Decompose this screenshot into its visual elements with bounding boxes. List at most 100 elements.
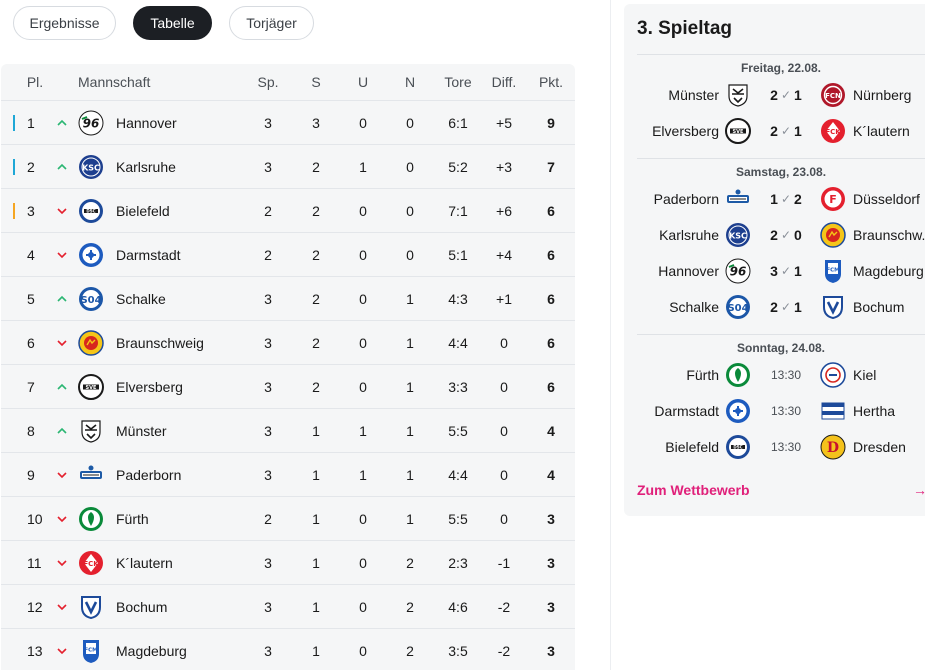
team-name[interactable]: K´lautern <box>116 554 173 571</box>
rank-cell: 6 <box>27 334 35 351</box>
svg-text:96: 96 <box>83 116 100 130</box>
team-name[interactable]: Braunschweig <box>116 334 204 351</box>
trend-down-icon <box>55 336 69 350</box>
played-cell: 2 <box>264 246 272 263</box>
match-row[interactable]: Karlsruhe KSC 2 ✓ 0 Braunschw. <box>624 217 925 253</box>
header-tore: Tore <box>444 74 472 90</box>
matchday-date: Samstag, 23.08. <box>637 158 925 179</box>
team-name[interactable]: Magdeburg <box>116 642 187 659</box>
bielefeld-crest-icon: DSC <box>78 198 104 224</box>
team-cell[interactable]: Fürth <box>78 497 248 540</box>
table-row[interactable]: 13 FCM Magdeburg 3 1 0 2 3:5 -2 3 <box>1 628 575 670</box>
table-row[interactable]: 10 Fürth 2 1 0 1 5:5 0 3 <box>1 496 575 540</box>
team-cell[interactable]: KSC Karlsruhe <box>78 145 248 188</box>
standings-table: Pl. Mannschaft Sp. S U N Tore Diff. Pkt.… <box>1 64 575 670</box>
team-cell[interactable]: 96 Hannover <box>78 101 248 144</box>
team-cell[interactable]: S04 Schalke <box>78 277 248 320</box>
team-name[interactable]: Elversberg <box>116 378 183 395</box>
match-row[interactable]: Fürth 13:30 Kiel <box>624 357 925 393</box>
table-row[interactable]: 4 Darmstadt 2 2 0 0 5:1 +4 6 <box>1 232 575 276</box>
diff-cell: 0 <box>500 510 508 527</box>
team-cell[interactable]: Bochum <box>78 585 248 628</box>
away-score: 0 <box>794 227 802 243</box>
svg-text:FCK: FCK <box>83 560 99 568</box>
home-score: 2 <box>770 299 778 315</box>
hannover-crest-icon: 96 <box>78 110 104 136</box>
away-team: Düsseldorf <box>853 191 920 207</box>
tab-tabelle[interactable]: Tabelle <box>133 6 212 40</box>
goals-cell: 5:1 <box>448 246 468 263</box>
match-score: 1 ✓ 2 <box>764 181 808 217</box>
away-team: Kiel <box>853 367 877 383</box>
draws-cell: 0 <box>359 378 367 395</box>
team-name[interactable]: Hannover <box>116 114 177 131</box>
home-score: 2 <box>770 87 778 103</box>
table-row[interactable]: 8 Münster 3 1 1 1 5:5 0 4 <box>1 408 575 452</box>
table-row[interactable]: 1 96 Hannover 3 3 0 0 6:1 +5 9 <box>1 100 575 144</box>
match-row[interactable]: Münster 2 ✓ 1 FCN Nürnberg <box>624 77 925 113</box>
bochum-crest-icon <box>78 594 104 620</box>
diff-cell: -2 <box>497 642 511 659</box>
kiel-crest-icon <box>820 362 846 388</box>
diff-cell: +4 <box>496 246 512 263</box>
trend-down-icon <box>55 512 69 526</box>
team-cell[interactable]: DSC Bielefeld <box>78 189 248 232</box>
svg-text:FCM: FCM <box>84 647 97 653</box>
final-check-icon: ✓ <box>780 192 792 206</box>
team-name[interactable]: Paderborn <box>116 466 182 483</box>
arrow-right-icon[interactable]: → <box>913 482 925 498</box>
competition-link[interactable]: Zum Wettbewerb <box>637 482 750 498</box>
table-row[interactable]: 3 DSC Bielefeld 2 2 0 0 7:1 +6 6 <box>1 188 575 232</box>
table-body: 1 96 Hannover 3 3 0 0 6:1 +5 9 2 KSC Karlsruhe 3 2 1 0 5:… <box>1 100 575 670</box>
team-name[interactable]: Darmstadt <box>116 246 181 263</box>
played-cell: 3 <box>264 158 272 175</box>
table-row[interactable]: 5 S04 Schalke 3 2 0 1 4:3 +1 6 <box>1 276 575 320</box>
team-name[interactable]: Münster <box>116 422 167 439</box>
wins-cell: 1 <box>312 510 320 527</box>
losses-cell: 1 <box>406 290 414 307</box>
team-cell[interactable]: Braunschweig <box>78 321 248 364</box>
table-row[interactable]: 12 Bochum 3 1 0 2 4:6 -2 3 <box>1 584 575 628</box>
table-row[interactable]: 2 KSC Karlsruhe 3 2 1 0 5:2 +3 7 <box>1 144 575 188</box>
match-row[interactable]: Bielefeld DSC 13:30 D Dresden <box>624 429 925 465</box>
svg-text:KSC: KSC <box>82 163 100 172</box>
match-row[interactable]: Elversberg SVE 2 ✓ 1 FCK K´lautern <box>624 113 925 149</box>
table-row[interactable]: 9 Paderborn 3 1 1 1 4:4 0 4 <box>1 452 575 496</box>
team-name[interactable]: Bochum <box>116 598 168 615</box>
rank-cell: 4 <box>27 246 35 263</box>
team-cell[interactable]: SVE Elversberg <box>78 365 248 408</box>
draws-cell: 0 <box>359 510 367 527</box>
team-cell[interactable]: Paderborn <box>78 453 248 496</box>
match-row[interactable]: Paderborn 1 ✓ 2 F Düsseldorf <box>624 181 925 217</box>
team-cell[interactable]: Münster <box>78 409 248 452</box>
team-name[interactable]: Schalke <box>116 290 166 307</box>
team-name[interactable]: Bielefeld <box>116 202 170 219</box>
trend-down-icon <box>55 248 69 262</box>
match-score: 2 ✓ 1 <box>764 289 808 325</box>
tab-torjaeger[interactable]: Torjäger <box>229 6 314 40</box>
home-team: Karlsruhe <box>659 227 719 243</box>
match-row[interactable]: Darmstadt 13:30 Hertha <box>624 393 925 429</box>
draws-cell: 0 <box>359 202 367 219</box>
wins-cell: 1 <box>312 554 320 571</box>
losses-cell: 1 <box>406 378 414 395</box>
table-row[interactable]: 6 Braunschweig 3 2 0 1 4:4 0 6 <box>1 320 575 364</box>
match-row[interactable]: Schalke S04 2 ✓ 1 Bochum <box>624 289 925 325</box>
team-name[interactable]: Karlsruhe <box>116 158 176 175</box>
duesseldorf-crest-icon: F <box>820 186 846 212</box>
match-row[interactable]: Hannover 96 3 ✓ 1 FCM Magdeburg <box>624 253 925 289</box>
away-team: Bochum <box>853 299 905 315</box>
team-name[interactable]: Fürth <box>116 510 149 527</box>
rank-cell: 8 <box>27 422 35 439</box>
away-score: 1 <box>794 299 802 315</box>
points-cell: 6 <box>547 202 555 219</box>
tab-ergebnisse[interactable]: Ergebnisse <box>13 6 116 40</box>
table-row[interactable]: 11 FCK K´lautern 3 1 0 2 2:3 -1 3 <box>1 540 575 584</box>
team-cell[interactable]: FCK K´lautern <box>78 541 248 584</box>
table-row[interactable]: 7 SVE Elversberg 3 2 0 1 3:3 0 6 <box>1 364 575 408</box>
team-cell[interactable]: Darmstadt <box>78 233 248 276</box>
team-cell[interactable]: FCM Magdeburg <box>78 629 248 670</box>
svg-text:SVE: SVE <box>86 385 97 391</box>
column-divider <box>610 0 611 670</box>
kaiserslautern-crest-icon: FCK <box>820 118 846 144</box>
